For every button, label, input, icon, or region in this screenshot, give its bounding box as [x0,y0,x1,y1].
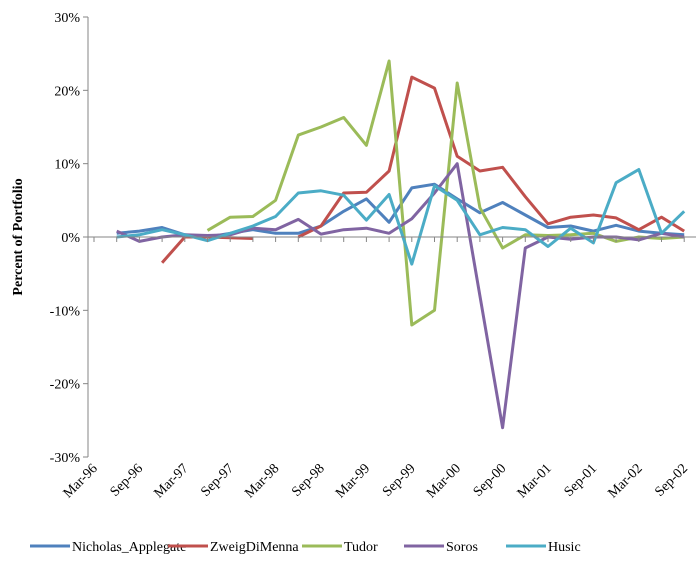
x-tick-label: Sep-00 [471,461,510,500]
x-tick-label: Sep-98 [289,461,328,500]
y-axis-label: Percent of Portfolio [11,178,26,295]
x-tick-label: Mar-98 [242,461,282,501]
plot-area [116,59,686,430]
y-tick-label: 30% [54,11,80,26]
legend-label: ZweigDiMenna [210,540,299,555]
y-tick-label: 20% [54,84,80,99]
x-tick-label: Sep-96 [108,461,147,500]
x-tick-label: Sep-02 [652,461,691,500]
x-tick-label: Sep-01 [562,461,601,500]
y-tick-label: 0% [61,231,80,246]
legend-label: Tudor [344,540,378,555]
legend-label: Soros [446,540,478,555]
legend-label: Nicholas_Applegate [72,540,186,555]
x-tick-label: Mar-02 [606,461,646,501]
y-tick-label: -20% [50,378,81,393]
x-tick-label: Mar-96 [61,461,101,501]
y-tick-label: 10% [54,158,80,173]
y-tick-label: -30% [50,451,81,466]
legend-label: Husic [548,540,581,555]
series-line [116,168,686,266]
x-tick-label: Mar-01 [515,461,555,501]
x-tick-label: Sep-99 [380,461,419,500]
x-tick-label: Mar-00 [424,461,464,501]
x-tick-label: Sep-97 [198,461,237,500]
series-line [160,75,685,264]
x-tick-label: Mar-99 [333,461,373,501]
y-tick-label: -10% [50,304,81,319]
x-tick-label: Mar-97 [152,461,192,501]
